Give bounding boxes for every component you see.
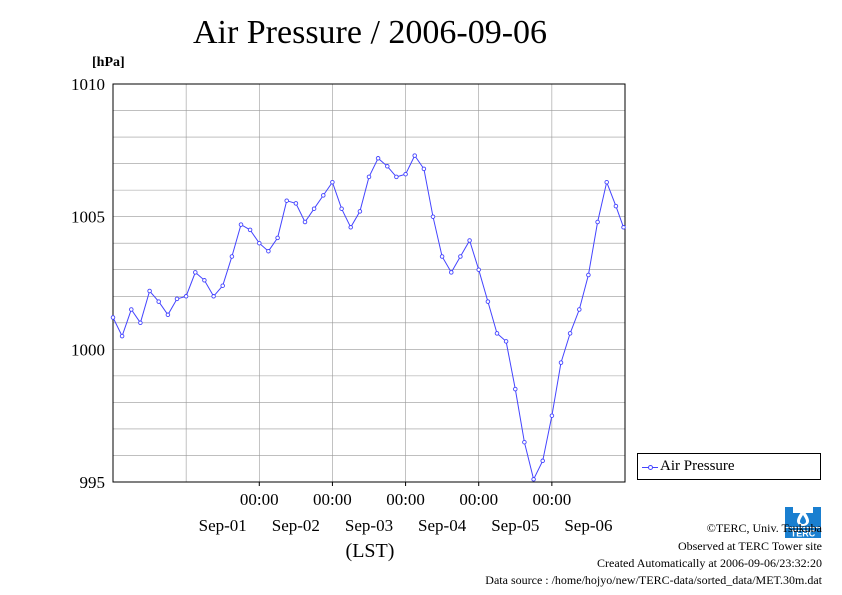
data-point <box>531 477 536 482</box>
x-time-label: 00:00 <box>532 490 571 509</box>
chart-title: Air Pressure / 2006-09-06 <box>192 14 548 51</box>
data-point <box>375 156 381 161</box>
data-point <box>119 333 125 339</box>
data-point <box>394 174 399 180</box>
terc-logo: TERC <box>785 507 821 539</box>
series-line-air-pressure <box>112 154 624 481</box>
x-date-label: Sep-05 <box>491 516 539 535</box>
footer-copyright: ©TERC, Univ. Tsukuba <box>706 521 822 535</box>
data-point <box>266 248 271 254</box>
data-point <box>229 254 235 259</box>
x-time-label: 00:00 <box>313 490 352 509</box>
data-point <box>577 307 582 312</box>
data-point <box>586 272 591 278</box>
data-point <box>165 312 171 318</box>
data-point <box>321 193 326 198</box>
data-point <box>385 164 390 169</box>
data-point <box>193 270 198 275</box>
footer-data-source: Data source : /home/hojyo/new/TERC-data/… <box>485 573 822 587</box>
data-point <box>311 206 317 211</box>
data-point <box>412 153 417 158</box>
x-time-label: 00:00 <box>459 490 498 509</box>
y-axis-unit-label: [hPa] <box>92 55 125 70</box>
data-point <box>513 386 518 392</box>
data-point <box>110 315 116 320</box>
legend-label-air-pressure: Air Pressure <box>660 458 735 474</box>
data-point <box>604 179 609 185</box>
y-tick-label: 1005 <box>71 208 105 227</box>
data-point <box>549 413 555 418</box>
data-point <box>238 222 244 227</box>
data-point <box>403 171 408 177</box>
data-point <box>366 174 372 180</box>
data-point <box>183 294 189 299</box>
data-point <box>147 288 152 294</box>
data-point <box>430 214 436 219</box>
data-point <box>522 439 527 445</box>
data-point <box>613 203 619 209</box>
data-point <box>540 458 545 464</box>
data-point <box>421 166 427 172</box>
data-point <box>439 254 445 259</box>
data-point <box>449 270 454 275</box>
x-date-label: Sep-03 <box>345 516 393 535</box>
data-point <box>348 225 353 230</box>
footer-created: Created Automatically at 2006-09-06/23:3… <box>597 556 822 570</box>
data-point <box>558 360 564 365</box>
data-point <box>202 278 207 283</box>
legend: Air Pressure <box>637 453 821 480</box>
data-point <box>467 238 472 243</box>
logo-text: TERC <box>791 529 816 539</box>
data-point <box>476 267 481 272</box>
y-tick-label: 1000 <box>71 340 105 359</box>
data-point <box>503 339 509 344</box>
data-point <box>220 283 225 288</box>
data-point <box>293 201 299 206</box>
x-date-label: Sep-02 <box>272 516 320 535</box>
data-point <box>257 240 262 246</box>
data-point <box>485 299 491 304</box>
x-date-label: Sep-06 <box>564 516 612 535</box>
y-tick-label: 995 <box>80 473 106 492</box>
data-point <box>302 219 308 225</box>
data-point <box>211 294 216 299</box>
data-point <box>156 299 161 304</box>
data-point <box>174 296 180 302</box>
data-point <box>138 320 143 326</box>
data-point <box>621 225 626 230</box>
data-point <box>458 254 463 259</box>
x-time-label: 00:00 <box>240 490 279 509</box>
x-date-label: Sep-01 <box>199 516 247 535</box>
data-point <box>330 179 335 185</box>
x-date-label: Sep-04 <box>418 516 467 535</box>
x-axis-label: (LST) <box>346 540 395 562</box>
x-time-label: 00:00 <box>386 490 425 509</box>
data-point <box>284 198 289 203</box>
footer-observed: Observed at TERC Tower site <box>677 539 822 553</box>
y-tick-label: 1010 <box>71 75 105 94</box>
legend-line-swatch <box>642 465 658 470</box>
data-point <box>595 219 600 225</box>
data-point <box>567 331 573 336</box>
data-point <box>247 227 253 233</box>
data-point <box>339 206 344 211</box>
plot-frame <box>112 83 626 483</box>
data-point <box>275 235 280 241</box>
data-point <box>129 307 134 312</box>
data-point <box>357 209 363 214</box>
data-point <box>494 331 500 336</box>
